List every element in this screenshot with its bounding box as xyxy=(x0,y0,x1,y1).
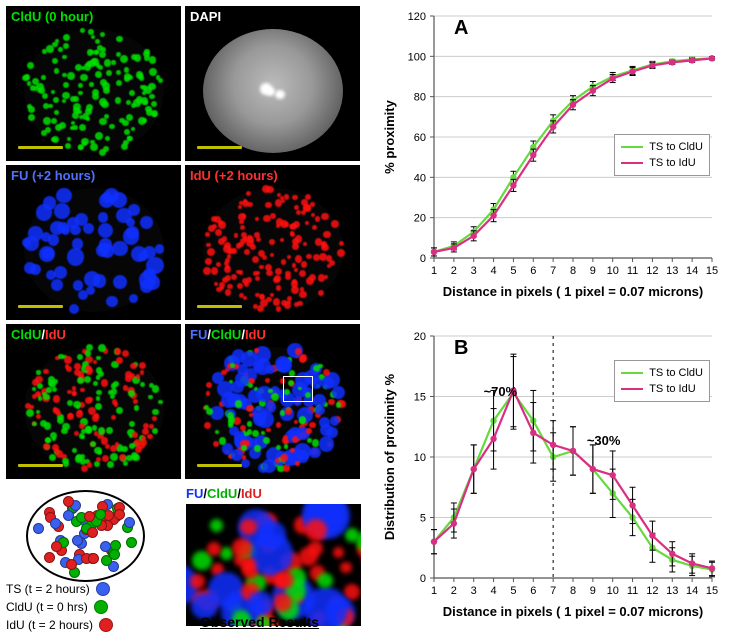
micro-label-cldu: CldU (0 hour) xyxy=(11,9,93,24)
micro-fu: FU (+2 hours) xyxy=(6,165,181,320)
svg-text:5: 5 xyxy=(510,585,516,597)
svg-text:40: 40 xyxy=(414,172,426,184)
scalebar xyxy=(18,464,63,467)
svg-text:11: 11 xyxy=(627,265,638,277)
scalebar xyxy=(18,305,63,308)
svg-text:15: 15 xyxy=(706,585,718,597)
svg-text:0: 0 xyxy=(420,573,426,585)
micro-label-idu: IdU (+2 hours) xyxy=(190,168,278,183)
svg-text:5: 5 xyxy=(510,265,516,277)
scalebar xyxy=(197,305,242,308)
svg-text:1: 1 xyxy=(431,585,437,597)
svg-text:12: 12 xyxy=(646,265,658,277)
svg-text:7: 7 xyxy=(550,585,556,597)
svg-text:12: 12 xyxy=(646,585,658,597)
schematic-legend-row: IdU (t = 2 hours) xyxy=(6,616,113,634)
zoom-inset xyxy=(186,504,361,626)
svg-text:A: A xyxy=(454,17,468,39)
micro-cldu: CldU (0 hour) xyxy=(6,6,181,161)
svg-text:11: 11 xyxy=(627,585,638,597)
svg-text:100: 100 xyxy=(408,51,426,63)
svg-text:13: 13 xyxy=(666,585,678,597)
svg-text:8: 8 xyxy=(570,265,576,277)
svg-text:B: B xyxy=(454,337,468,359)
svg-text:10: 10 xyxy=(414,452,426,464)
svg-text:4: 4 xyxy=(491,265,497,277)
svg-text:8: 8 xyxy=(570,585,576,597)
micro-label-fu: FU (+2 hours) xyxy=(11,168,95,183)
svg-text:9: 9 xyxy=(590,265,596,277)
schematic-legend-row: CldU (t = 0 hrs) xyxy=(6,598,113,616)
svg-text:2: 2 xyxy=(451,585,457,597)
roi-box xyxy=(283,376,313,402)
svg-text:6: 6 xyxy=(530,265,536,277)
svg-text:% proximity: % proximity xyxy=(382,99,397,173)
figure-root: CldU (0 hour) DAPI FU (+2 hours) IdU (+2 ho… xyxy=(0,0,729,638)
svg-text:4: 4 xyxy=(491,585,497,597)
svg-text:6: 6 xyxy=(530,585,536,597)
svg-text:Distance in pixels ( 1 pixel =: Distance in pixels ( 1 pixel = 0.07 micr… xyxy=(443,604,703,619)
schematic-legend-row: TS (t = 2 hours) xyxy=(6,580,113,598)
micro-fu-cldu-idu: FU/CldU/IdU xyxy=(185,324,360,479)
svg-text:3: 3 xyxy=(471,265,477,277)
svg-text:Distance in pixels ( 1 pixel =: Distance in pixels ( 1 pixel = 0.07 micr… xyxy=(443,284,703,299)
micro-dapi: DAPI xyxy=(185,6,360,161)
svg-text:20: 20 xyxy=(414,213,426,225)
legend-line-icon xyxy=(621,372,643,375)
svg-text:3: 3 xyxy=(471,585,477,597)
legend-dot-icon xyxy=(96,582,110,596)
svg-text:13: 13 xyxy=(666,265,678,277)
chart-legend: TS to CldUTS to IdU xyxy=(614,360,710,402)
scalebar xyxy=(197,146,242,149)
annot-left: ~70% xyxy=(484,384,518,399)
micro-label-fu-cldu-idu: FU/CldU/IdU xyxy=(190,327,266,342)
annot-right: ~30% xyxy=(587,433,621,448)
chart-legend: TS to CldUTS to IdU xyxy=(614,134,710,176)
observed-results-label: Observed Results xyxy=(200,614,319,630)
legend-line-icon xyxy=(621,388,643,391)
svg-text:5: 5 xyxy=(420,513,426,525)
svg-text:10: 10 xyxy=(607,585,619,597)
micro-label-dapi: DAPI xyxy=(190,9,221,24)
zoom-inset-label: FU/CldU/IdU xyxy=(186,486,262,501)
svg-text:60: 60 xyxy=(414,132,426,144)
legend-dot-icon xyxy=(99,618,113,632)
micro-cldu-idu: CldU/IdU xyxy=(6,324,181,479)
micro-idu: IdU (+2 hours) xyxy=(185,165,360,320)
legend-dot-icon xyxy=(94,600,108,614)
microscopy-grid: CldU (0 hour) DAPI FU (+2 hours) IdU (+2 ho… xyxy=(6,6,362,479)
legend-line-icon xyxy=(621,146,643,149)
svg-text:14: 14 xyxy=(686,265,698,277)
svg-text:80: 80 xyxy=(414,92,426,104)
svg-text:15: 15 xyxy=(706,265,718,277)
svg-text:14: 14 xyxy=(686,585,698,597)
schematic-legend: TS (t = 2 hours)CldU (t = 0 hrs)IdU (t =… xyxy=(6,580,113,634)
svg-text:Distribution of proximity %: Distribution of proximity % xyxy=(382,374,397,541)
chart-b: 05101520123456789101112131415BDistributi… xyxy=(378,324,724,636)
svg-text:2: 2 xyxy=(451,265,457,277)
micro-label-cldu-idu: CldU/IdU xyxy=(11,327,66,342)
scalebar xyxy=(197,464,242,467)
svg-text:15: 15 xyxy=(414,392,426,404)
svg-text:20: 20 xyxy=(414,331,426,343)
chart-a: 020406080100120123456789101112131415A% p… xyxy=(378,4,724,316)
svg-text:9: 9 xyxy=(590,585,596,597)
svg-text:10: 10 xyxy=(607,265,619,277)
schematic-drawing: TS (t = 2 hours)CldU (t = 0 hrs)IdU (t =… xyxy=(6,490,181,630)
svg-text:1: 1 xyxy=(431,265,437,277)
scalebar xyxy=(18,146,63,149)
legend-line-icon xyxy=(621,162,643,165)
svg-text:120: 120 xyxy=(408,11,426,23)
svg-text:0: 0 xyxy=(420,253,426,265)
svg-text:7: 7 xyxy=(550,265,556,277)
